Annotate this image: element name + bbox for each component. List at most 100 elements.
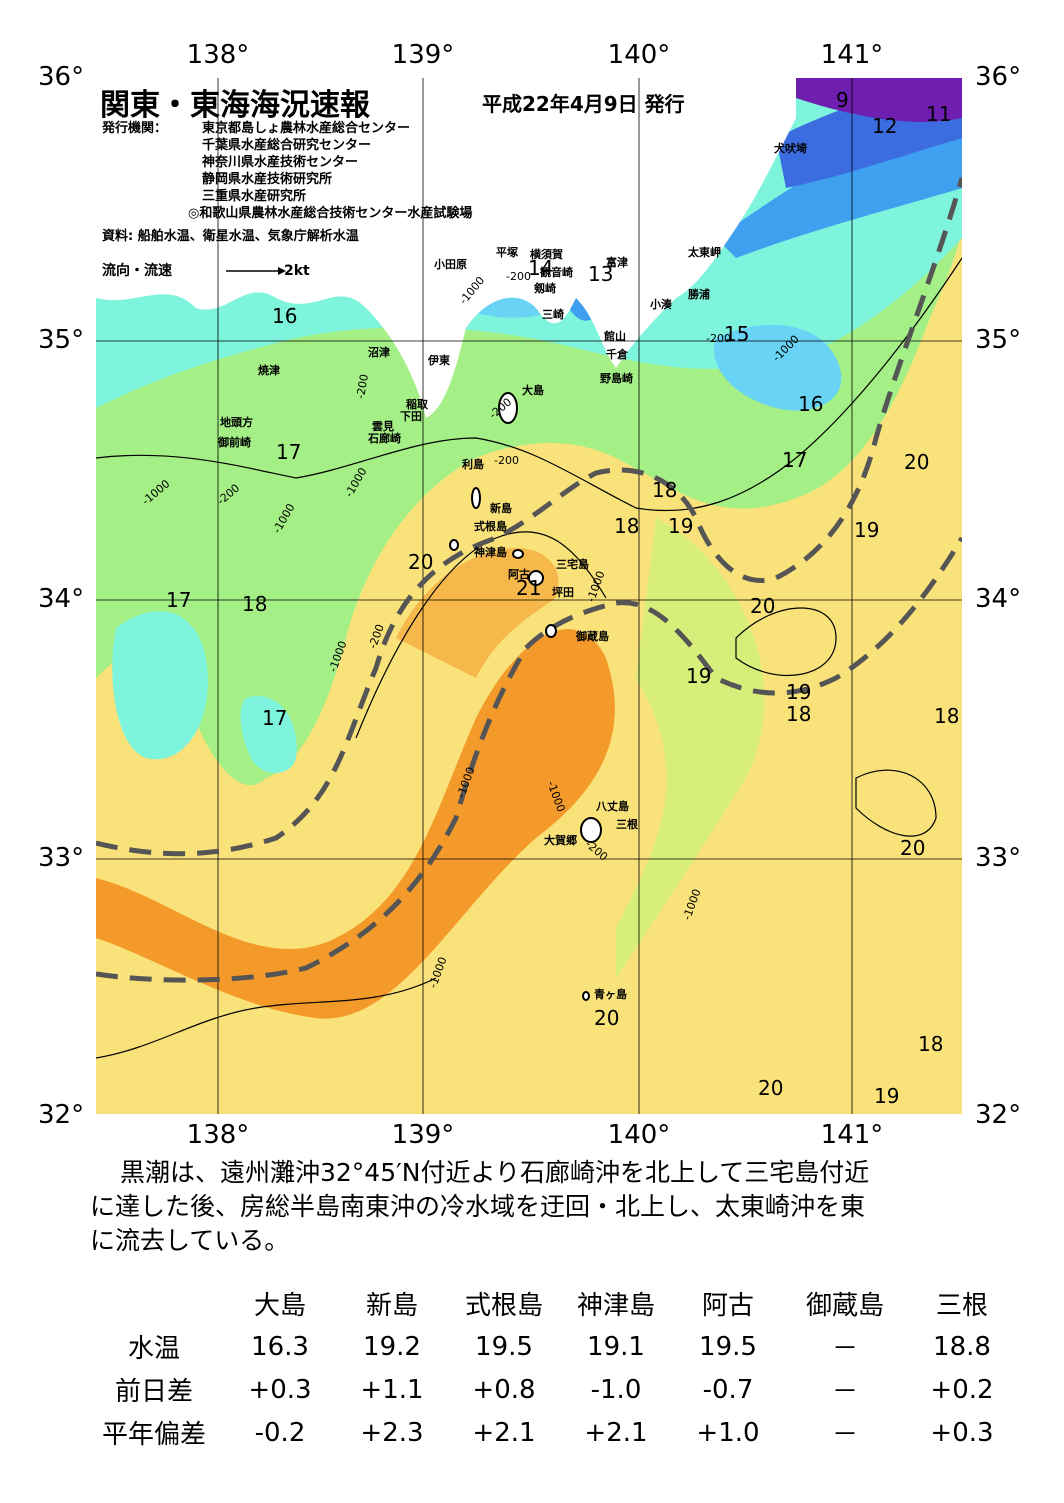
place-hiratsuka: 平塚	[496, 246, 518, 259]
table-cell: +0.3	[930, 1417, 994, 1448]
place-tsubota: 坪田	[552, 586, 574, 599]
isotherm-label: 20	[900, 836, 926, 860]
place-futtsu: 富津	[606, 256, 628, 269]
lat-tick-33: 33°	[38, 843, 85, 873]
lat-tick-35-right: 35°	[975, 325, 1022, 355]
place-mitsune: 三根	[616, 818, 638, 831]
table-cell: +2.3	[360, 1417, 424, 1448]
table-cell: +2.1	[584, 1417, 648, 1448]
data-source: 資料: 船舶水温、衛星水温、気象庁解析水温	[102, 229, 359, 244]
isotherm-label: 18	[918, 1032, 944, 1056]
place-okago: 大賀郷	[544, 834, 577, 847]
column-header: 大島	[253, 1291, 306, 1321]
place-katsuura: 勝浦	[688, 288, 710, 301]
isotherm-label: 18	[242, 592, 268, 616]
place-odawara: 小田原	[434, 258, 467, 271]
row-label: 前日差	[114, 1377, 193, 1407]
place-yaizu: 焼津	[258, 364, 280, 377]
place-tateyama: 館山	[604, 330, 626, 343]
land-honshu	[96, 78, 796, 433]
depth-label: -200	[706, 332, 731, 345]
isotherm-label: 20	[758, 1076, 784, 1100]
sea-temperature-map	[95, 78, 965, 1114]
place-miyakejima: 三宅島	[556, 558, 589, 571]
place-kumomi: 雲見	[372, 420, 394, 433]
place-inubozaki: 犬吠埼	[774, 142, 807, 155]
issuer-list: 東京都島しょ農林水産総合センター 千葉県水産総合研究センター 神奈川県水産技術セ…	[188, 120, 472, 222]
table-row: 水温 16.3 19.2 19.5 19.1 19.5 － 18.8	[84, 1325, 1018, 1368]
lon-tick-141-bottom: 141°	[820, 1120, 884, 1150]
place-toshima: 利島	[462, 458, 484, 471]
place-ako: 阿古	[508, 568, 530, 581]
isotherm-label: 9	[836, 88, 849, 112]
place-nojimazaki: 野島崎	[600, 372, 633, 385]
issuer-5: 三重県水産研究所	[202, 189, 307, 204]
summary-line-2: に達した後、房総半島南東沖の冷水域を迂回・北上し、太東崎沖を東	[90, 1192, 866, 1221]
place-hachijojima: 八丈島	[596, 800, 629, 813]
flow-legend-label: 流向・流速	[102, 263, 172, 279]
issuer-4: 静岡県水産技術研究所	[202, 172, 333, 187]
island-sst-table: 大島 新島 式根島 神津島 阿古 御蔵島 三根 水温 16.3 19.2 19.…	[84, 1282, 1018, 1454]
place-omaezaki: 御前崎	[218, 436, 251, 449]
table-cell: 19.5	[699, 1331, 757, 1362]
isotherm-label: 17	[166, 588, 192, 612]
sst-19-area	[616, 518, 765, 978]
table-cell: -0.2	[254, 1417, 306, 1448]
table-cell: 19.1	[587, 1331, 645, 1362]
place-inatori: 稲取	[406, 398, 428, 411]
table-cell: －	[831, 1334, 858, 1364]
isotherm-label: 14	[528, 256, 554, 280]
lon-tick-141: 141°	[820, 40, 884, 70]
column-header: 御蔵島	[805, 1291, 884, 1321]
place-kannonzaki: 観音崎	[540, 266, 573, 279]
lat-tick-33-right: 33°	[975, 843, 1022, 873]
lon-tick-138-bottom: 138°	[186, 1120, 250, 1150]
isotherm-label: 20	[594, 1006, 620, 1030]
table-cell: 19.5	[475, 1331, 533, 1362]
lat-tick-36-right: 36°	[975, 62, 1022, 92]
sst-17-west	[112, 611, 208, 760]
lat-tick-36: 36°	[38, 62, 85, 92]
isotherm-label: 13	[588, 262, 614, 286]
kuroshio-summary: 黒潮は、遠州灘沖32°45′N付近より石廊崎沖を北上して三宅島付近 に達した後、…	[90, 1156, 990, 1258]
issuer-6: ◎和歌山県農林水産総合技術センター水産試験場	[188, 206, 473, 221]
lon-tick-138: 138°	[186, 40, 250, 70]
sst-17-south	[240, 696, 297, 773]
place-ito: 伊東	[428, 354, 450, 367]
isotherm-label: 19	[854, 518, 880, 542]
lat-tick-35: 35°	[38, 325, 85, 355]
isotherm-label: 21	[516, 576, 542, 600]
issuer-2: 千葉県水産総合研究センター	[202, 138, 372, 153]
place-yokosuka: 横須賀	[530, 248, 563, 261]
isotherm-label: 18	[934, 704, 960, 728]
table-cell: +0.8	[472, 1374, 536, 1405]
isotherm-label: 11	[926, 102, 952, 126]
place-numazu: 沼津	[368, 346, 390, 359]
place-oshima: 大島	[522, 384, 544, 397]
place-shimoda: 下田	[400, 410, 422, 423]
map-title: 関東・東海海況速報	[100, 88, 370, 123]
depth-label: -200	[506, 270, 531, 283]
table-cell: 18.8	[933, 1331, 991, 1362]
table-cell: －	[831, 1377, 858, 1407]
table-cell: 19.2	[363, 1331, 421, 1362]
table-cell: 16.3	[251, 1331, 309, 1362]
kuroshio-axis-south	[95, 536, 965, 983]
isotherm-label: 20	[904, 450, 930, 474]
place-niijima: 新島	[490, 502, 512, 515]
place-kominato: 小湊	[650, 298, 672, 311]
column-header: 新島	[365, 1291, 418, 1321]
table-cell: +1.1	[360, 1374, 424, 1405]
issue-date: 平成22年4月9日 発行	[482, 92, 685, 116]
lon-tick-140: 140°	[607, 40, 671, 70]
flow-scale: 2kt	[284, 263, 310, 279]
column-header: 式根島	[464, 1291, 543, 1321]
place-aogashima: 青ヶ島	[594, 988, 627, 1001]
summary-line-3: に流去している。	[90, 1226, 290, 1255]
lon-tick-139: 139°	[391, 40, 455, 70]
column-header: 三根	[935, 1291, 988, 1321]
isotherm-label: 12	[872, 114, 898, 138]
isotherm-label: 19	[686, 664, 712, 688]
map-svg	[95, 78, 965, 1114]
isotherm-label: 19	[668, 514, 694, 538]
